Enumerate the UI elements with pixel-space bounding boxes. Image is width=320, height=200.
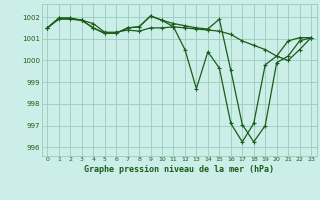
X-axis label: Graphe pression niveau de la mer (hPa): Graphe pression niveau de la mer (hPa) [84, 165, 274, 174]
